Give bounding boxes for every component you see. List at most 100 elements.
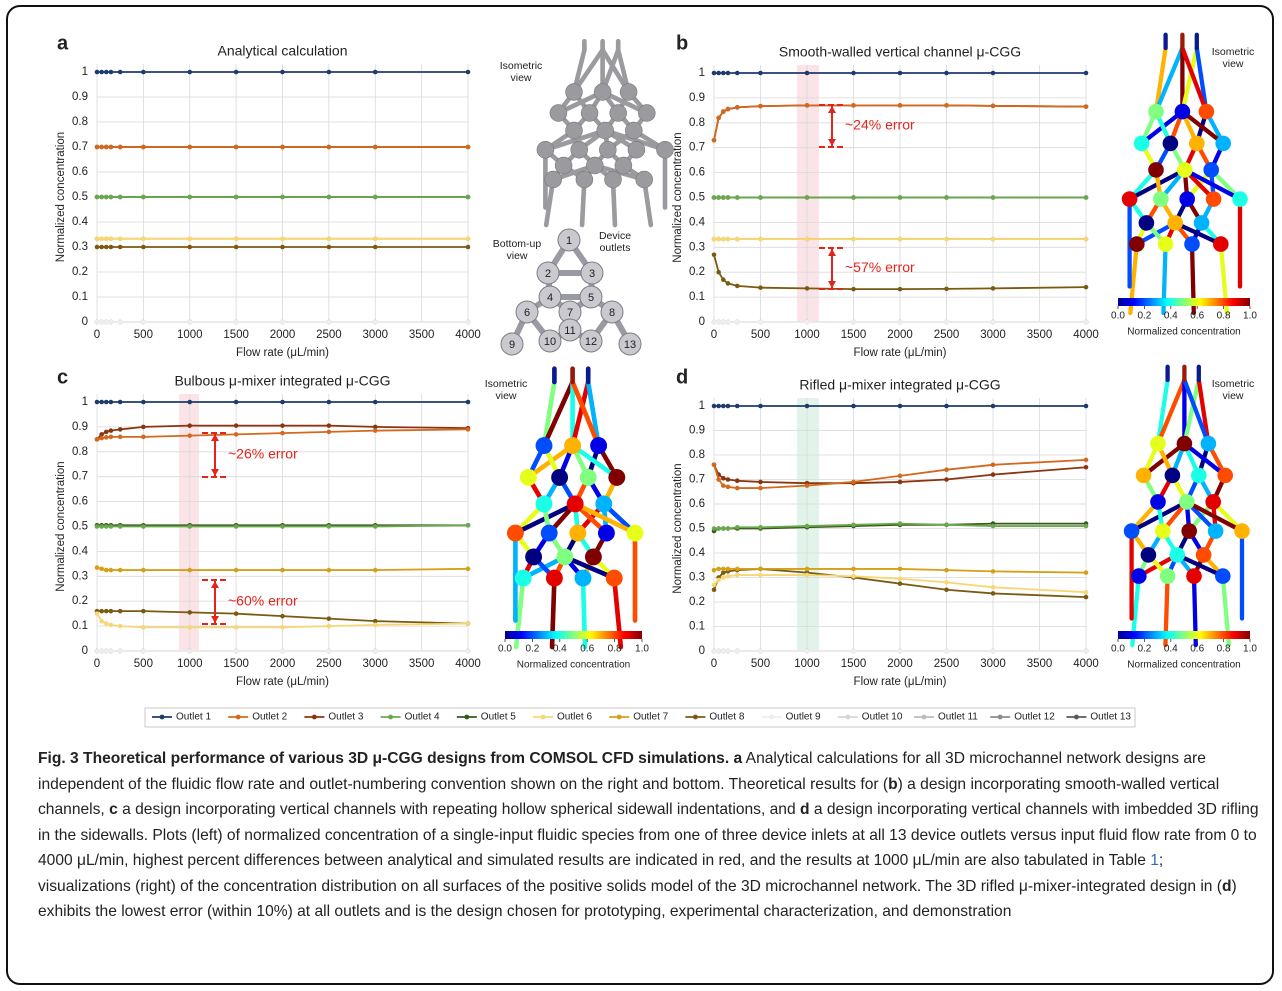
data-point bbox=[280, 568, 285, 573]
legend-label: Outlet 7 bbox=[633, 712, 668, 723]
data-point bbox=[851, 404, 856, 409]
data-point bbox=[109, 70, 114, 75]
data-point bbox=[991, 472, 996, 477]
data-point bbox=[95, 145, 100, 150]
data-point bbox=[187, 568, 192, 573]
data-point bbox=[99, 649, 104, 654]
data-point bbox=[327, 320, 332, 325]
data-point bbox=[805, 103, 810, 108]
caption-segment[interactable]: 1 bbox=[1150, 852, 1159, 869]
data-point bbox=[187, 610, 192, 615]
data-point bbox=[712, 526, 717, 531]
data-point bbox=[141, 70, 146, 75]
data-point bbox=[851, 237, 856, 242]
colorbar bbox=[505, 631, 642, 639]
data-point bbox=[234, 432, 239, 437]
data-point bbox=[1084, 465, 1089, 470]
y-axis-title: Normalized concentration bbox=[55, 132, 67, 262]
data-point bbox=[466, 567, 471, 572]
data-point bbox=[991, 404, 996, 409]
data-point bbox=[805, 649, 810, 654]
y-tick-label: 0.1 bbox=[689, 621, 705, 633]
y-tick-label: 0.1 bbox=[689, 291, 705, 303]
legend-swatch bbox=[541, 715, 546, 720]
data-point bbox=[187, 70, 192, 75]
data-point bbox=[118, 195, 123, 200]
network-node bbox=[1186, 568, 1202, 584]
data-point bbox=[944, 587, 949, 592]
data-point bbox=[758, 285, 763, 290]
colorbar-tick-label: 0.8 bbox=[608, 644, 622, 655]
data-point bbox=[716, 578, 721, 583]
data-point bbox=[716, 195, 721, 200]
data-point bbox=[109, 195, 114, 200]
y-tick-label: 0.2 bbox=[689, 266, 705, 278]
data-point bbox=[805, 237, 810, 242]
data-point bbox=[234, 245, 239, 250]
y-tick-label: 0 bbox=[82, 645, 88, 657]
data-point bbox=[944, 477, 949, 482]
data-point bbox=[141, 568, 146, 573]
data-point bbox=[735, 649, 740, 654]
data-point bbox=[104, 70, 109, 75]
data-point bbox=[851, 574, 856, 579]
data-point bbox=[373, 320, 378, 325]
network-node bbox=[605, 171, 622, 188]
data-point bbox=[466, 649, 471, 654]
data-point bbox=[109, 400, 114, 405]
data-point bbox=[712, 568, 717, 573]
network-node bbox=[1167, 215, 1183, 231]
data-point bbox=[1084, 590, 1089, 595]
network-node bbox=[1194, 215, 1210, 231]
network-node bbox=[1150, 436, 1166, 452]
x-tick-label: 500 bbox=[134, 658, 153, 670]
caption-segment: a design incorporating vertical channels… bbox=[118, 801, 800, 818]
data-point bbox=[726, 281, 731, 286]
network-node bbox=[1122, 191, 1138, 207]
data-point bbox=[712, 252, 717, 257]
data-point bbox=[327, 524, 332, 529]
data-point bbox=[95, 70, 100, 75]
y-tick-label: 0.6 bbox=[72, 496, 88, 508]
data-point bbox=[944, 467, 949, 472]
y-tick-label: 0.5 bbox=[72, 521, 88, 533]
data-point bbox=[721, 277, 726, 282]
data-point bbox=[735, 320, 740, 325]
data-point bbox=[187, 625, 192, 630]
data-point bbox=[721, 575, 726, 580]
data-point bbox=[898, 320, 903, 325]
data-point bbox=[991, 585, 996, 590]
x-tick-label: 4000 bbox=[1073, 329, 1099, 341]
colorbar bbox=[1118, 298, 1250, 306]
y-tick-label: 0.7 bbox=[72, 141, 88, 153]
y-tick-label: 0.5 bbox=[72, 191, 88, 203]
colorbar-tick-label: 1.0 bbox=[1243, 644, 1257, 655]
data-point bbox=[280, 649, 285, 654]
x-tick-label: 0 bbox=[711, 329, 717, 341]
network-node bbox=[594, 84, 611, 101]
y-tick-label: 0.7 bbox=[689, 142, 705, 154]
chart-title: Analytical calculation bbox=[218, 43, 348, 59]
data-point bbox=[805, 320, 810, 325]
page: {"panels": [ {"letter": "a", "isometric"… bbox=[0, 0, 1282, 991]
data-point bbox=[99, 619, 104, 624]
data-point bbox=[327, 568, 332, 573]
data-point bbox=[141, 425, 146, 430]
network-node bbox=[537, 141, 554, 158]
data-point bbox=[109, 649, 114, 654]
data-point bbox=[104, 236, 109, 241]
network-node bbox=[569, 525, 586, 542]
data-point bbox=[991, 649, 996, 654]
y-tick-label: 0.5 bbox=[689, 192, 705, 204]
outlet-number: 3 bbox=[589, 268, 595, 280]
data-point bbox=[95, 611, 100, 616]
data-point bbox=[721, 109, 726, 114]
data-point bbox=[327, 624, 332, 629]
data-point bbox=[716, 404, 721, 409]
x-tick-label: 500 bbox=[134, 329, 153, 341]
data-point bbox=[280, 70, 285, 75]
colorbar-tick-label: 0.2 bbox=[1137, 644, 1151, 655]
network-node bbox=[1131, 568, 1147, 584]
outlet-number: 11 bbox=[564, 325, 575, 337]
y-tick-label: 0.5 bbox=[689, 523, 705, 535]
